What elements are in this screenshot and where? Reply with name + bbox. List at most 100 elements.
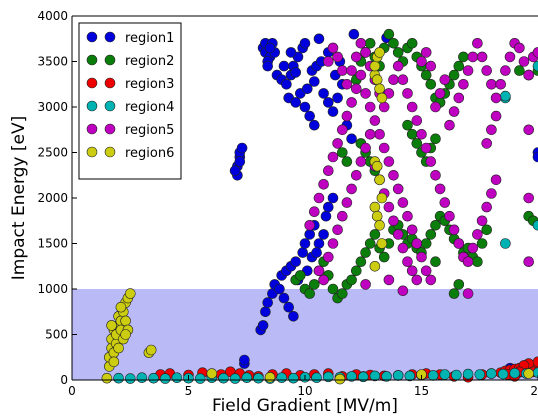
- region5-point: [523, 192, 535, 204]
- region1-point: [318, 88, 329, 99]
- legend-marker-region2: [104, 54, 116, 66]
- region4-point: [500, 238, 511, 249]
- region5-point: [420, 47, 432, 58]
- region5-point: [476, 215, 488, 227]
- region4-point: [148, 372, 159, 384]
- region5-point: [350, 83, 362, 95]
- region5-point: [313, 265, 325, 277]
- region4-point: [474, 369, 486, 380]
- region2-point: [364, 238, 376, 249]
- region5-point: [364, 129, 376, 140]
- region5-point: [397, 242, 409, 254]
- legend-marker-region4: [104, 100, 116, 112]
- region5-point: [392, 183, 404, 195]
- region5-point: [453, 238, 465, 249]
- region5-point: [481, 201, 493, 213]
- region4-point: [532, 60, 538, 72]
- region5-point: [332, 224, 343, 236]
- region6-point: [523, 368, 535, 379]
- region1-point: [297, 247, 309, 258]
- region4-point: [276, 372, 288, 384]
- legend-label-region2: region2: [125, 54, 174, 69]
- region1-point: [290, 67, 302, 78]
- y-axis-title: Impact Energy [eV]: [9, 116, 29, 280]
- region6-point: [334, 373, 346, 385]
- region1-point: [320, 210, 332, 222]
- region5-point: [490, 110, 502, 122]
- region4-point: [497, 368, 509, 380]
- legend-marker-region2: [86, 54, 98, 66]
- region5-point: [486, 188, 497, 199]
- region2-point: [481, 224, 493, 236]
- region1-point: [281, 79, 292, 90]
- region5-point: [355, 69, 367, 81]
- region4-point: [346, 371, 357, 382]
- region5-point: [448, 106, 460, 117]
- region5-point: [430, 101, 441, 113]
- region5-point: [397, 285, 409, 297]
- region5-point: [416, 56, 427, 67]
- region4-point: [218, 372, 229, 384]
- region5-point: [355, 156, 367, 167]
- region4-point: [369, 370, 381, 382]
- region5-point: [444, 119, 455, 131]
- region5-point: [490, 174, 502, 186]
- y-axis-ticks: 0 500 1000 1500 2000 2500 3000 3500 4000: [37, 9, 77, 387]
- region4-point: [439, 369, 451, 380]
- region4-point: [288, 372, 299, 384]
- region4-point: [322, 371, 334, 383]
- region4-point: [427, 370, 439, 381]
- region5-point: [504, 51, 516, 63]
- region5-point: [467, 242, 479, 254]
- region5-point: [486, 79, 497, 90]
- region1-point: [262, 297, 274, 308]
- region6-point: [115, 301, 127, 313]
- region6-point: [371, 210, 383, 222]
- region5-point: [341, 79, 353, 90]
- region5-point: [355, 37, 367, 49]
- y-tick-label: 3000: [37, 100, 68, 114]
- region5-point: [346, 183, 357, 195]
- region1-point: [304, 110, 316, 122]
- region5-point: [364, 101, 376, 113]
- region5-point: [322, 251, 334, 263]
- region2-point: [448, 288, 460, 299]
- region4-point: [241, 372, 253, 384]
- region1-point: [283, 301, 295, 313]
- region2-point: [406, 37, 418, 49]
- legend-marker-region1: [86, 31, 98, 43]
- region6-point: [374, 47, 385, 58]
- region5-point: [304, 220, 316, 231]
- region1-point: [313, 33, 325, 45]
- region2-point: [364, 37, 376, 49]
- region5-point: [392, 229, 404, 240]
- region5-point: [406, 101, 418, 113]
- region2-point: [327, 283, 339, 295]
- x-tick-label: 5: [185, 384, 193, 398]
- region5-point: [318, 274, 329, 286]
- region1-point: [322, 201, 334, 213]
- region1-point: [288, 310, 299, 322]
- region5-point: [360, 142, 371, 154]
- region5-point: [388, 170, 399, 181]
- region5-point: [378, 142, 390, 154]
- region5-point: [402, 210, 413, 222]
- region5-point: [467, 51, 479, 63]
- region5-point: [514, 42, 525, 54]
- region1-point: [322, 97, 334, 108]
- region5-point: [420, 142, 432, 154]
- region5-point: [411, 115, 423, 126]
- region2-point: [308, 279, 320, 290]
- region5-point: [346, 97, 357, 108]
- shaded-band: [72, 289, 538, 380]
- region5-point: [425, 274, 437, 286]
- region5-point: [430, 170, 441, 181]
- region6-point: [369, 60, 381, 72]
- region2-point: [341, 156, 353, 167]
- region6-point: [120, 315, 131, 327]
- region5-point: [327, 42, 339, 54]
- region1-point: [260, 306, 271, 318]
- region6-point: [145, 344, 157, 356]
- series-region5: [304, 37, 538, 299]
- region5-point: [350, 51, 362, 63]
